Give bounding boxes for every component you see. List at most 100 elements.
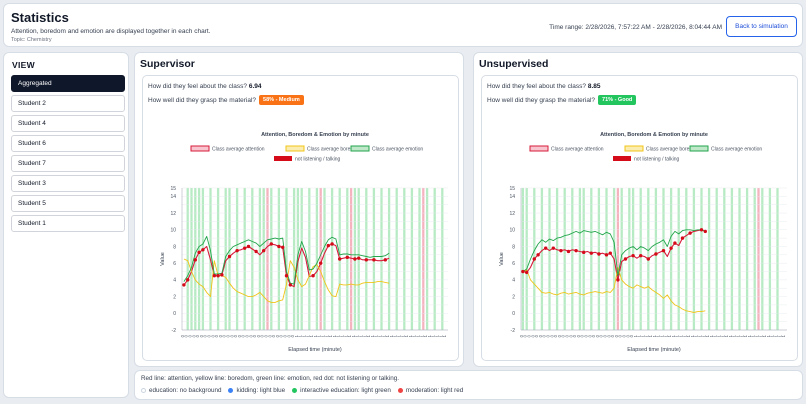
view-item-aggregated[interactable]: Aggregated: [11, 75, 125, 92]
interactive-band: [540, 188, 544, 330]
x-tick-label: 0: [557, 334, 562, 337]
interactive-band: [620, 188, 623, 330]
x-tick-label: 0: [279, 334, 284, 337]
grasp-label: How well did they grasp the material?: [148, 96, 257, 104]
supervisor-panel: Supervisor How did they feel about the c…: [134, 52, 464, 367]
legend-item: interactive education: light green: [292, 387, 391, 394]
x-tick-label: 1: [720, 334, 725, 337]
view-item-student-4[interactable]: Student 4: [11, 115, 125, 132]
x-tick-label: 0: [538, 334, 543, 337]
view-item-student-3[interactable]: Student 3: [11, 175, 125, 192]
back-to-simulation-button[interactable]: Back to simulation: [726, 16, 797, 37]
feel-value: 6.94: [248, 83, 262, 90]
legend-note: Red line: attention, yellow line: boredo…: [141, 375, 399, 382]
x-tick-label: 0: [226, 334, 231, 337]
not-listening-dot: [182, 283, 186, 287]
x-tick-label: 1: [416, 334, 421, 337]
interactive-band: [582, 188, 585, 330]
x-tick-label: 1: [374, 334, 379, 337]
moderation-band: [266, 188, 269, 330]
interactive-band: [723, 188, 726, 330]
y-tick-label: -2: [172, 328, 177, 334]
x-tick-label: 1: [336, 334, 341, 337]
not-listening-dot: [269, 242, 273, 246]
not-listening-dot: [262, 248, 266, 253]
emotion-line: [183, 235, 390, 285]
interactive-band: [296, 188, 300, 330]
interactive-band: [692, 188, 696, 330]
view-item-student-6[interactable]: Student 6: [11, 135, 125, 152]
legend-dot-icon: [141, 388, 146, 393]
not-listening-dot: [281, 245, 285, 250]
interactive-band: [677, 188, 680, 330]
y-tick-label: 0: [173, 311, 176, 317]
x-tick-label: 1: [671, 334, 676, 337]
not-listening-dot: [319, 261, 323, 265]
x-tick-label: 1: [419, 334, 424, 337]
x-tick-label: 1: [701, 334, 706, 337]
legend-dot-icon: [228, 388, 234, 393]
x-tick-label: 1: [431, 334, 436, 337]
interactive-band: [571, 188, 574, 330]
x-tick-label: 1: [381, 334, 386, 337]
x-tick-label: 1: [770, 334, 775, 337]
interactive-band: [441, 188, 444, 330]
not-listening-dot: [372, 258, 376, 262]
view-item-student-7[interactable]: Student 7: [11, 155, 125, 172]
x-tick-label: 1: [705, 334, 710, 337]
not-listening-dot: [246, 244, 251, 249]
x-tick-label: 1: [777, 334, 782, 337]
x-tick-label: 0: [603, 334, 608, 337]
interactive-band: [197, 188, 201, 330]
x-tick-label: 1: [728, 334, 733, 337]
view-item-student-5[interactable]: Student 5: [11, 195, 125, 212]
not-listening-dot: [364, 258, 368, 262]
x-tick-label: 1: [698, 334, 703, 337]
x-tick-label: 0: [530, 334, 535, 337]
not-listening-dot: [661, 248, 666, 253]
legend-item: education: no background: [141, 387, 221, 394]
interactive-band: [186, 188, 189, 330]
x-tick-label: 0: [629, 334, 634, 337]
legend-label: kidding: light blue: [236, 387, 286, 394]
interactive-band: [525, 188, 528, 330]
not-listening-dot: [616, 278, 620, 282]
interactive-band: [277, 188, 281, 330]
x-tick-label: 1: [404, 334, 409, 337]
x-tick-label: 0: [576, 334, 581, 337]
x-tick-label: 0: [180, 334, 185, 337]
x-tick-label: 1: [343, 334, 348, 337]
x-tick-label: 0: [286, 334, 291, 337]
x-tick-label: 1: [313, 334, 318, 337]
x-tick-label: 1: [679, 334, 684, 337]
x-tick-label: 1: [442, 334, 447, 337]
x-tick-label: 1: [724, 334, 729, 337]
x-tick-label: 0: [283, 334, 288, 337]
not-listening-dot: [623, 257, 628, 261]
x-tick-label: 1: [324, 334, 329, 337]
not-listening-dot: [688, 231, 692, 235]
interactive-band: [190, 188, 193, 330]
view-item-student-2[interactable]: Student 2: [11, 95, 125, 112]
x-tick-label: 1: [690, 334, 695, 337]
interactive-band: [433, 188, 436, 330]
x-tick-label: 0: [222, 334, 227, 337]
view-item-student-1[interactable]: Student 1: [11, 215, 125, 232]
interactive-band: [768, 188, 772, 330]
not-listening-dot: [680, 236, 685, 240]
x-tick-label: 1: [660, 334, 665, 337]
x-tick-label: 1: [294, 334, 299, 337]
y-tick-label: 4: [512, 278, 515, 284]
x-tick-label: 0: [523, 334, 528, 337]
not-listening-dot: [227, 254, 232, 259]
chart-title: Attention, Boredom & Emotion by minute: [261, 132, 369, 138]
interactive-band: [418, 188, 421, 330]
moderation-band: [319, 188, 322, 330]
interactive-band: [776, 188, 779, 330]
x-tick-label: 0: [199, 334, 204, 337]
x-tick-label: 1: [682, 334, 687, 337]
x-tick-label: 1: [652, 334, 657, 337]
unsupervised-panel: Unsupervised How did they feel about the…: [473, 52, 803, 367]
boredom-line: [522, 266, 706, 313]
x-tick-label: 1: [656, 334, 661, 337]
